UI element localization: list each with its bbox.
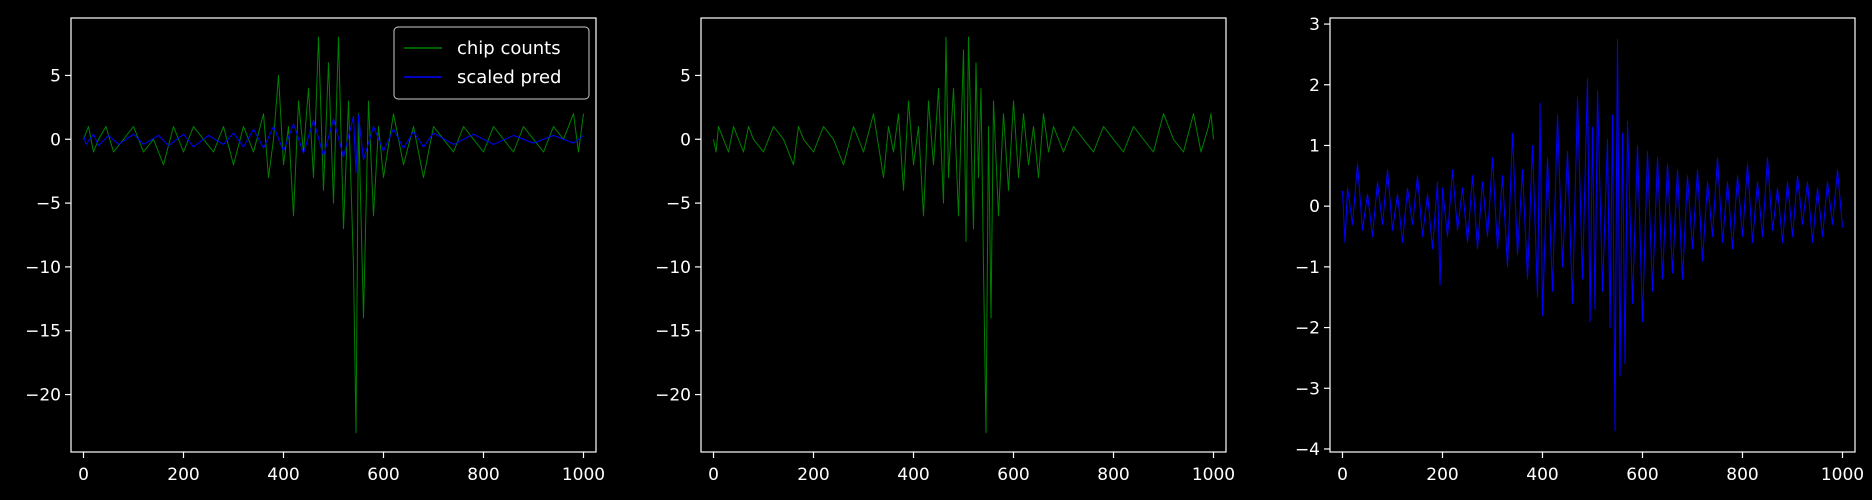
subplot-3: 0 200 400 600 800 1000 −4 −3 −2 −1 0 1 2 3: [1295, 15, 1864, 485]
x-tick-label: 0: [78, 465, 89, 485]
x-tick-label: 0: [1337, 465, 1348, 485]
x-tick-label: 400: [1526, 465, 1558, 485]
y-tick-label: −5: [36, 194, 61, 214]
y-tick-label: 2: [1309, 76, 1320, 96]
x-tick-label: 400: [267, 465, 299, 485]
y-tick-label: 1: [1309, 136, 1320, 156]
x-tick-label: 1000: [562, 465, 605, 485]
x-tick-label: 0: [708, 465, 719, 485]
y-tick-label: 3: [1309, 15, 1320, 35]
y-tick-label: 0: [1309, 197, 1320, 217]
y-tick-label: −1: [1295, 258, 1320, 278]
y-tick-label: 0: [680, 130, 691, 150]
x-tick-label: 600: [367, 465, 399, 485]
x-tick-label: 600: [997, 465, 1029, 485]
x-tick-label: 800: [1097, 465, 1129, 485]
y-tick-label: 5: [50, 66, 61, 86]
legend-label-2: scaled pred: [457, 67, 561, 88]
y-tick-label: −5: [666, 194, 691, 214]
y-tick-label: −20: [25, 386, 61, 406]
axes-frame: [700, 17, 1227, 453]
y-tick-label: −3: [1295, 379, 1320, 399]
x-tick-label: 1000: [1821, 465, 1864, 485]
y-tick-label: −15: [655, 322, 691, 342]
series-line-1: [1342, 38, 1843, 432]
x-tick-label: 200: [167, 465, 199, 485]
x-tick-label: 200: [797, 465, 829, 485]
x-tick-label: 600: [1626, 465, 1658, 485]
axes-frame: [70, 17, 597, 453]
y-tick-label: −15: [25, 322, 61, 342]
series-line-1: [713, 36, 1214, 434]
x-tick-label: 200: [1426, 465, 1458, 485]
legend-label-1: chip counts: [457, 38, 561, 59]
legend: chip counts scaled pred: [393, 26, 590, 100]
series-line-2: [83, 114, 584, 173]
x-tick-label: 1000: [1192, 465, 1235, 485]
legend-frame: [393, 26, 590, 100]
y-tick-label: 0: [50, 130, 61, 150]
y-tick-label: 5: [680, 66, 691, 86]
y-tick-label: −10: [655, 258, 691, 278]
y-tick-label: −20: [655, 386, 691, 406]
x-tick-label: 400: [897, 465, 929, 485]
y-tick-label: −2: [1295, 319, 1320, 339]
y-tick-label: −4: [1295, 440, 1320, 460]
subplot-2: 0 200 400 600 800 1000 −20 −15 −10 −5 0 5: [655, 17, 1235, 485]
series-line-1: [83, 36, 584, 434]
x-tick-label: 800: [467, 465, 499, 485]
axes-frame: [1329, 17, 1856, 453]
subplot-1: 0 200 400 600 800 1000 −20 −15 −10 −5 0 5 chip count…: [25, 17, 605, 485]
y-tick-label: −10: [25, 258, 61, 278]
x-tick-label: 800: [1726, 465, 1758, 485]
